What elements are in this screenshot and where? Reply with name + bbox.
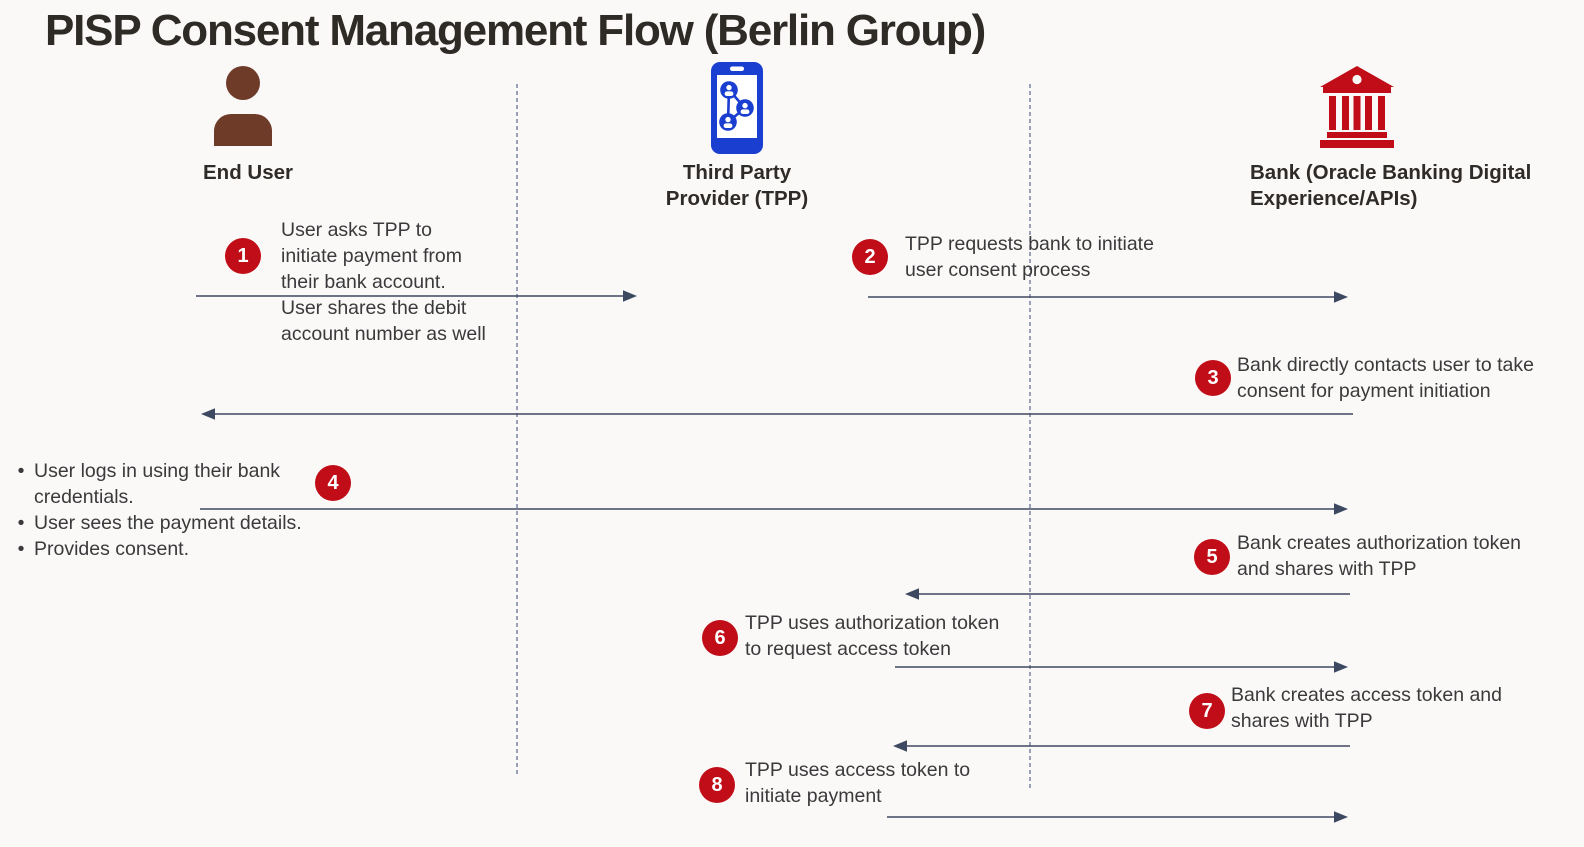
arrow-step-3	[201, 408, 1353, 420]
step-text-2: TPP requests bank to initiate user conse…	[905, 233, 1154, 281]
arrow-step-2	[868, 291, 1348, 303]
bank-icon	[1318, 66, 1396, 148]
step-text-8: TPP uses access token to initiate paymen…	[745, 759, 971, 807]
actor-label-tpp: Third Party Provider (TPP)	[665, 161, 809, 210]
bullet-icon	[8, 536, 34, 562]
page-title: PISP Consent Management Flow (Berlin Gro…	[45, 6, 986, 55]
mobile-network-icon	[711, 62, 763, 154]
step-badge-5: 5	[1194, 539, 1230, 575]
bullet-text: User logs in using their bank credential…	[34, 460, 281, 508]
list-item: Provides consent.	[8, 536, 348, 562]
list-item: User logs in using their bank credential…	[8, 458, 348, 510]
step-badge-4: 4	[315, 465, 351, 501]
step-text-7: Bank creates access token and shares wit…	[1231, 684, 1502, 732]
step-text-5: Bank creates authorization token and sha…	[1237, 532, 1522, 580]
arrow-step-5	[905, 588, 1350, 600]
step-badge-2: 2	[852, 239, 888, 275]
arrow-step-7	[893, 740, 1350, 752]
step-badge-6: 6	[702, 620, 738, 656]
step-text-6: TPP uses authorization token to request …	[745, 612, 1000, 660]
person-icon	[211, 64, 275, 146]
arrow-step-6	[895, 661, 1348, 673]
bullet-text: Provides consent.	[34, 538, 190, 560]
step-badge-8: 8	[699, 767, 735, 803]
step-badge-7: 7	[1189, 693, 1225, 729]
bullet-icon	[8, 510, 34, 536]
arrow-step-4	[200, 503, 1348, 515]
step-text-3: Bank directly contacts user to take cons…	[1237, 354, 1534, 402]
step-badge-1: 1	[225, 238, 261, 274]
actor-label-end-user: End User	[203, 161, 293, 184]
step-4-notes: User logs in using their bank credential…	[8, 458, 348, 562]
step-text-1: User asks TPP to initiate payment from t…	[281, 219, 486, 345]
arrow-step-8	[887, 811, 1348, 823]
list-item: User sees the payment details.	[8, 510, 348, 536]
bullet-icon	[8, 458, 34, 510]
bullet-text: User sees the payment details.	[34, 512, 302, 534]
actor-label-bank: Bank (Oracle Banking Digital Experience/…	[1250, 161, 1532, 210]
step-badge-3: 3	[1195, 360, 1231, 396]
